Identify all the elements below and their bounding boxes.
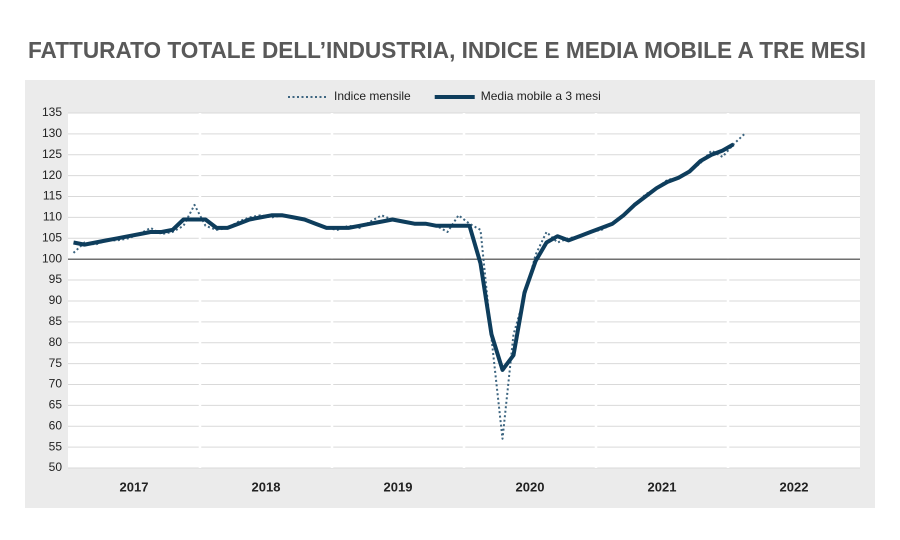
y-tick-label: 130	[42, 126, 62, 140]
y-tick-label: 115	[43, 189, 62, 203]
y-tick-label: 100	[42, 251, 62, 265]
y-tick-label: 120	[42, 168, 62, 182]
chart-title: FATTURATO TOTALE DELL’INDUSTRIA, INDICE …	[28, 37, 866, 63]
y-tick-label: 55	[49, 439, 63, 453]
y-tick-label: 125	[42, 147, 62, 161]
y-tick-label: 110	[43, 210, 62, 224]
y-tick-label: 95	[49, 272, 63, 286]
y-tick-label: 105	[42, 230, 62, 244]
x-tick-label: 2021	[648, 479, 677, 494]
y-tick-label: 135	[42, 105, 62, 119]
legend-label: Media mobile a 3 mesi	[481, 89, 601, 103]
y-tick-label: 85	[49, 314, 63, 328]
x-tick-label: 2020	[516, 479, 545, 494]
y-tick-label: 60	[49, 418, 63, 432]
x-tick-label: 2022	[780, 479, 809, 494]
y-tick-label: 70	[49, 377, 63, 391]
y-tick-label: 80	[49, 335, 63, 349]
x-tick-label: 2018	[252, 479, 281, 494]
legend-label: Indice mensile	[334, 89, 411, 103]
y-tick-label: 75	[49, 356, 63, 370]
x-tick-label: 2019	[384, 479, 413, 494]
series-line	[73, 142, 735, 372]
y-tick-label: 50	[49, 460, 63, 474]
x-tick-label: 2017	[120, 479, 149, 494]
y-tick-label: 65	[49, 398, 63, 412]
y-tick-label: 90	[49, 293, 63, 307]
